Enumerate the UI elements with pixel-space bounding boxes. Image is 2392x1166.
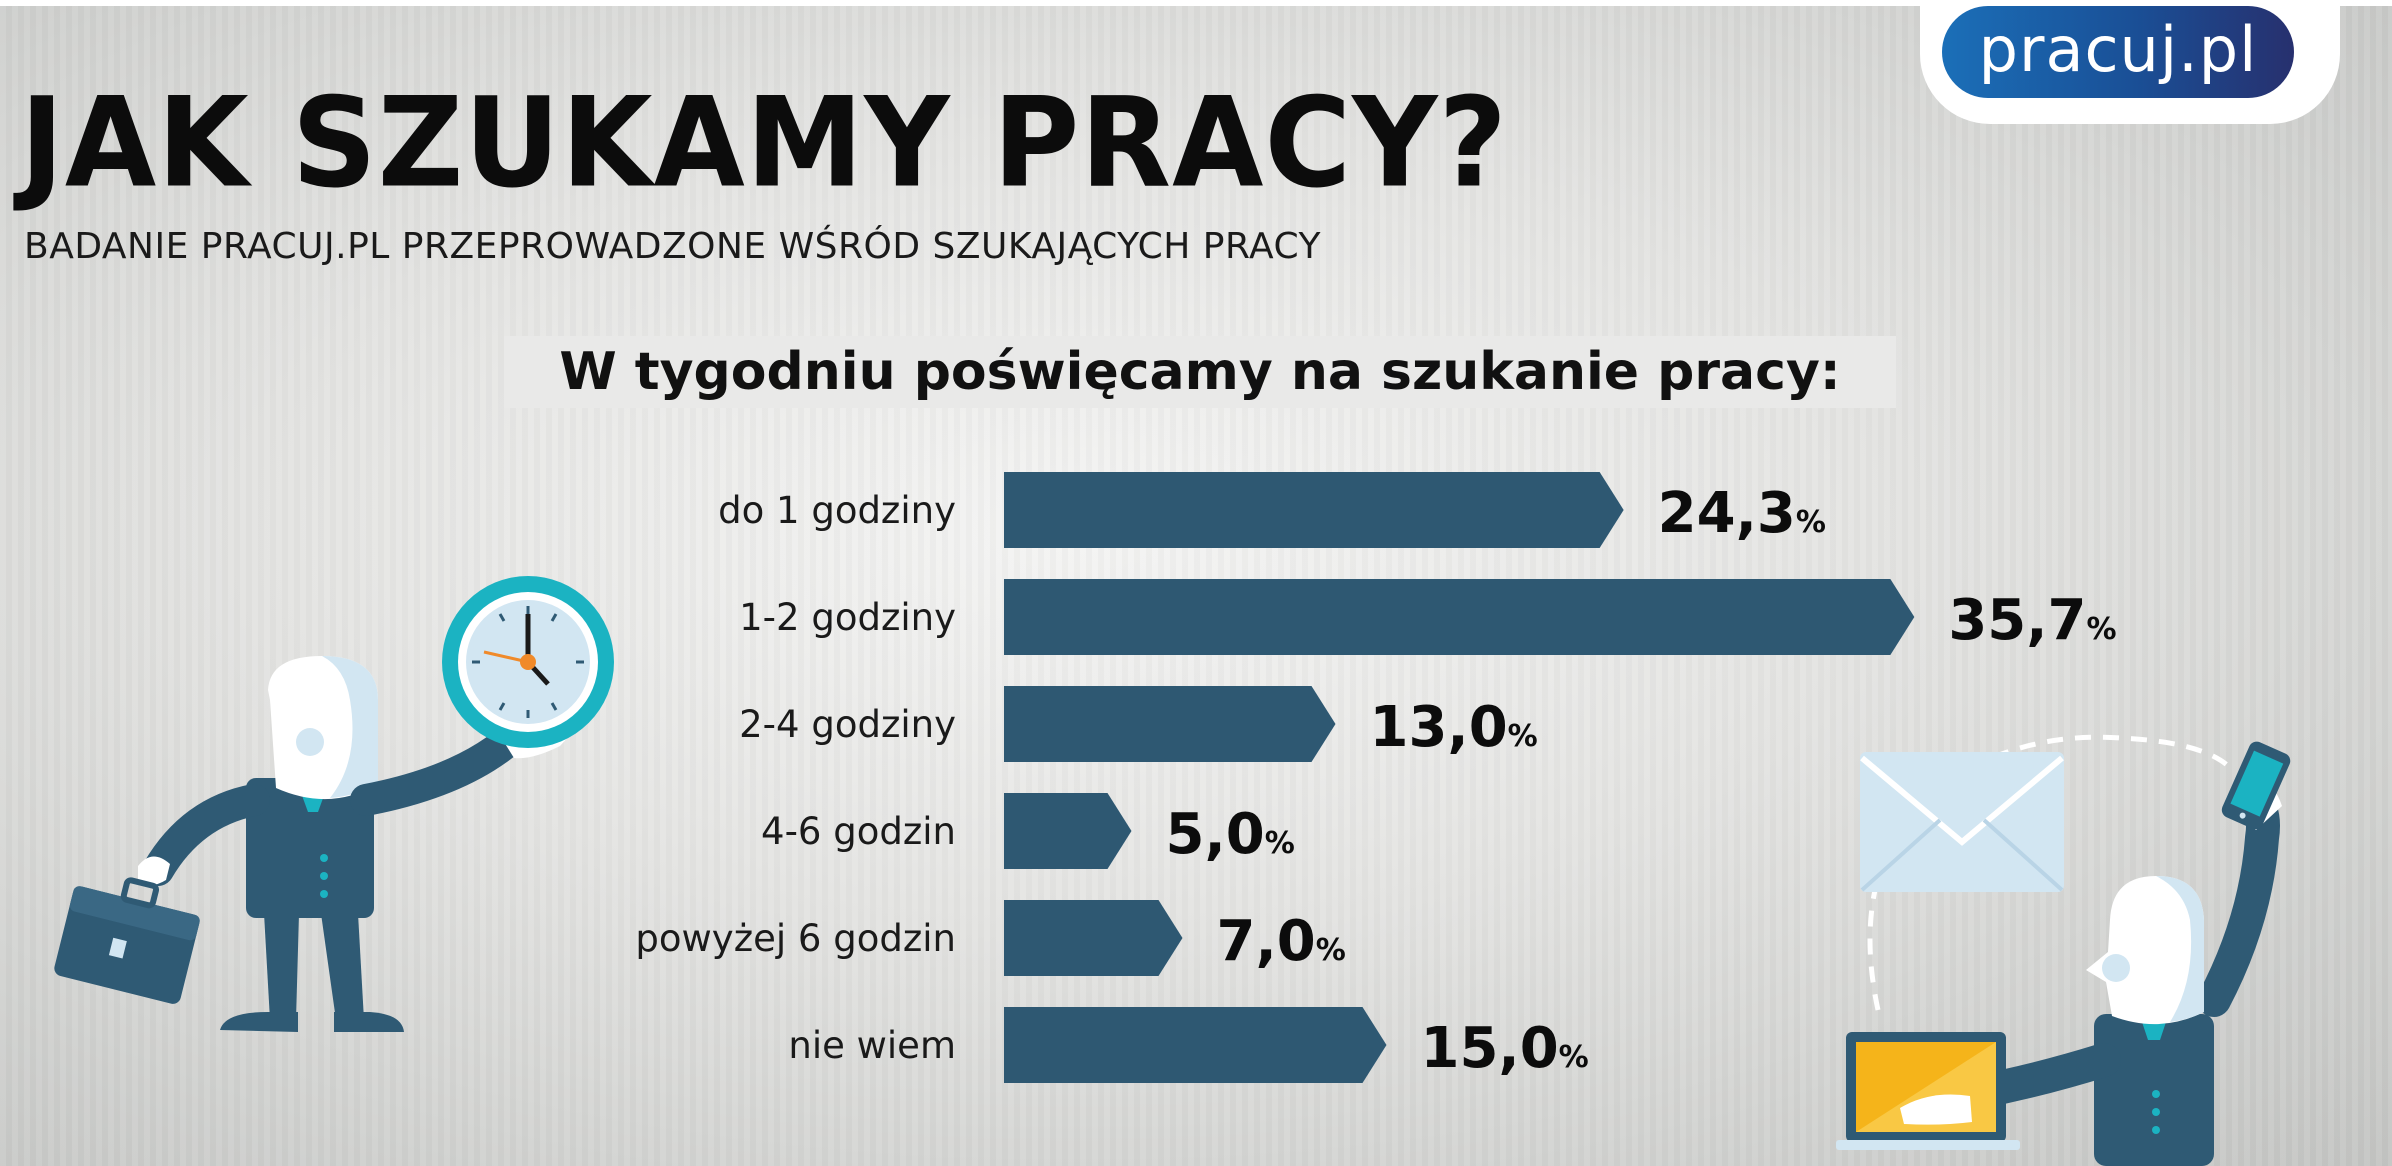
category-label: 1-2 godziny: [739, 596, 956, 639]
bar: [1004, 579, 1915, 655]
value-number: 5,0: [1166, 802, 1265, 867]
value-number: 7,0: [1217, 909, 1316, 974]
page-subtitle: BADANIE PRACUJ.PL PRZEPROWADZONE WŚRÓD S…: [24, 226, 1322, 267]
bar-row: do 1 godziny 24,3%: [718, 472, 1826, 548]
category-label: 2-4 godziny: [739, 703, 956, 746]
value-label: 15,0%: [1421, 1016, 1589, 1081]
bar-row: powyżej 6 godzin 7,0%: [635, 900, 1346, 976]
value-label: 24,3%: [1658, 481, 1826, 546]
page-title: JAK SZUKAMY PRACY?: [20, 70, 1508, 215]
value-number: 15,0: [1421, 1016, 1559, 1081]
chart-title: W tygodniu poświęcamy na szukanie pracy:: [559, 342, 1841, 402]
value-unit: %: [1559, 1040, 1589, 1075]
category-label: powyżej 6 godzin: [635, 917, 956, 960]
value-unit: %: [1265, 826, 1295, 861]
bar-row: 2-4 godziny 13,0%: [739, 686, 1538, 762]
value-label: 5,0%: [1166, 802, 1295, 867]
category-label: 4-6 godzin: [761, 810, 956, 853]
bar: [1004, 686, 1336, 762]
chart-title-background: [504, 336, 1896, 408]
value-number: 13,0: [1370, 695, 1508, 760]
bar: [1004, 793, 1132, 869]
value-label: 13,0%: [1370, 695, 1538, 760]
value-unit: %: [1508, 719, 1538, 754]
bar-row: 4-6 godzin 5,0%: [761, 793, 1295, 869]
bar-row: 1-2 godziny 35,7%: [739, 579, 2117, 655]
businessman-holding-clock-icon: [54, 576, 614, 1032]
category-label: nie wiem: [788, 1024, 956, 1067]
value-unit: %: [1796, 505, 1826, 540]
value-number: 24,3: [1658, 481, 1796, 546]
value-label: 7,0%: [1217, 909, 1346, 974]
value-unit: %: [1316, 933, 1346, 968]
value-number: 35,7: [1948, 588, 2086, 653]
value-unit: %: [2087, 612, 2117, 647]
bar: [1004, 472, 1624, 548]
category-label: do 1 godziny: [718, 489, 956, 532]
bar: [1004, 1007, 1387, 1083]
pracuj-logo[interactable]: pracuj.pl: [1942, 6, 2294, 98]
businessman-with-laptop-email-phone-icon: [1836, 734, 2291, 1166]
bar-row: nie wiem 15,0%: [788, 1007, 1589, 1083]
value-label: 35,7%: [1948, 588, 2116, 653]
bar: [1004, 900, 1183, 976]
